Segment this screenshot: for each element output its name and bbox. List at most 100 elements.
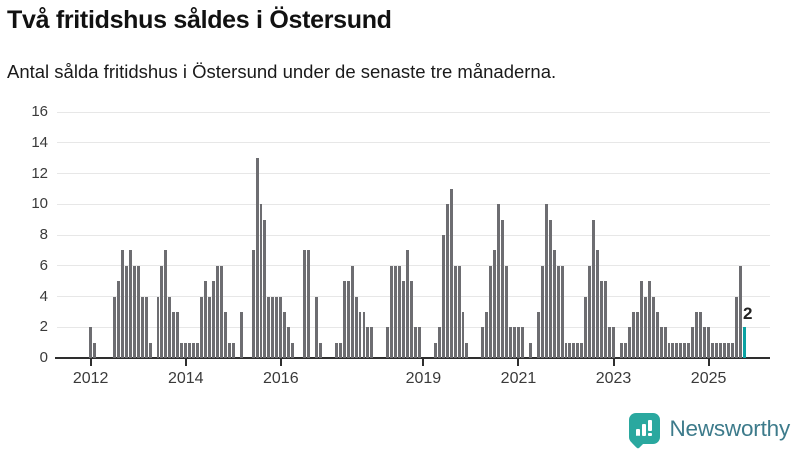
bar <box>136 265 140 358</box>
x-axis-tick <box>89 359 92 366</box>
bar <box>509 327 513 358</box>
bar <box>568 342 572 358</box>
bar <box>516 327 520 358</box>
bar <box>513 327 516 358</box>
bar <box>719 342 722 358</box>
bar <box>604 281 608 358</box>
bar <box>481 327 485 358</box>
bar <box>600 281 604 358</box>
bar <box>318 342 322 358</box>
newsworthy-logo-text: Newsworthy <box>669 415 790 441</box>
icon-exclamation-dot <box>648 432 653 436</box>
bar <box>271 296 275 358</box>
bar <box>172 311 176 358</box>
bar <box>734 296 738 358</box>
bar <box>120 250 124 358</box>
bar <box>406 250 410 358</box>
bar <box>358 311 362 358</box>
gridline <box>57 234 770 236</box>
bar <box>398 265 402 358</box>
bar <box>536 311 540 358</box>
icon-bar-short <box>636 429 641 436</box>
icon-exclamation-bar <box>648 420 653 431</box>
bar <box>192 342 196 358</box>
bar <box>695 311 699 358</box>
bar <box>259 204 263 358</box>
bar <box>362 311 366 358</box>
bar <box>659 327 663 358</box>
x-axis-label: 2016 <box>263 370 299 387</box>
bar <box>643 296 647 358</box>
bar <box>176 311 180 358</box>
bar <box>548 219 552 358</box>
bar <box>520 327 524 358</box>
bar <box>738 265 742 358</box>
y-axis-label: 12 <box>31 164 48 182</box>
x-axis-tick <box>707 359 710 366</box>
bar <box>223 311 227 358</box>
bar <box>128 250 132 358</box>
bar <box>441 235 445 358</box>
bar <box>651 296 655 358</box>
bar <box>283 311 287 358</box>
bar <box>342 281 346 358</box>
bar <box>132 265 136 358</box>
y-axis-label: 4 <box>39 287 48 305</box>
bar <box>584 296 588 358</box>
gridline <box>57 203 770 205</box>
bar <box>402 281 406 358</box>
bar <box>180 342 184 358</box>
bar <box>196 342 200 358</box>
bar <box>211 281 215 358</box>
bar <box>124 265 128 358</box>
bar <box>116 281 120 358</box>
bar <box>370 327 374 358</box>
bar <box>164 250 168 358</box>
bar <box>208 296 211 358</box>
newsworthy-logo[interactable]: Newsworthy <box>629 413 790 444</box>
bar <box>184 342 188 358</box>
bar <box>544 204 548 358</box>
bar <box>251 250 255 358</box>
bar <box>627 327 631 358</box>
y-axis-label: 10 <box>31 195 48 213</box>
x-axis-tick <box>279 359 282 366</box>
bar <box>639 281 643 358</box>
bar <box>715 342 718 358</box>
bar <box>204 281 207 358</box>
gridline <box>57 326 770 328</box>
bar <box>564 342 568 358</box>
bar <box>707 327 711 358</box>
bar <box>687 342 691 358</box>
bar <box>291 342 295 358</box>
y-axis-label: 6 <box>39 256 48 274</box>
bar <box>188 342 192 358</box>
bar <box>410 281 413 358</box>
bar <box>267 296 271 358</box>
y-axis-label: 2 <box>39 318 48 336</box>
x-axis-label: 2025 <box>690 370 727 387</box>
bar <box>156 296 160 358</box>
bar-chart-icon <box>629 413 661 444</box>
bar <box>366 327 370 358</box>
bar <box>148 342 152 358</box>
bar <box>489 265 493 358</box>
bar <box>612 327 615 358</box>
bar <box>596 250 600 358</box>
y-axis-label: 0 <box>39 349 48 366</box>
y-axis-label: 8 <box>39 226 48 243</box>
bar <box>679 342 683 358</box>
highlighted-bar <box>742 327 746 358</box>
page-title: Två fritidshus såldes i Östersund <box>7 6 392 34</box>
bar <box>667 342 671 358</box>
x-axis-label: 2019 <box>405 370 442 387</box>
y-axis-label: 14 <box>31 133 48 151</box>
bar <box>619 342 623 358</box>
bar <box>493 250 497 358</box>
bar <box>485 311 489 358</box>
bar <box>560 265 564 358</box>
bar <box>730 342 734 358</box>
bar <box>215 265 219 358</box>
bar <box>457 265 461 358</box>
